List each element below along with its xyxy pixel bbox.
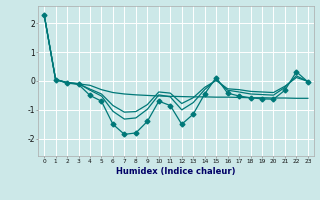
X-axis label: Humidex (Indice chaleur): Humidex (Indice chaleur) <box>116 167 236 176</box>
